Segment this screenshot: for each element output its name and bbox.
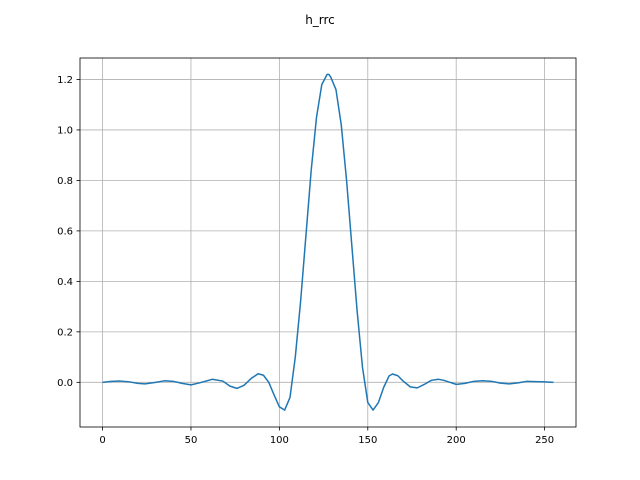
grid	[80, 58, 576, 427]
series-layer	[102, 73, 554, 411]
x-tick-label-2: 100	[270, 435, 289, 446]
x-tick-label-0: 0	[99, 435, 105, 446]
y-tick-label-3: 0.6	[57, 226, 73, 237]
x-tick-label-3: 150	[358, 435, 377, 446]
chart-title: h_rrc	[305, 13, 335, 27]
axes	[79, 57, 577, 428]
x-tick-label-5: 250	[535, 435, 554, 446]
ticks: 0 50 100 150 200 250 0.0 0.2 0.4 0.6 0.8 1.0 1.2	[57, 75, 554, 446]
x-tick-label-4: 200	[447, 435, 466, 446]
series-line-0	[102, 73, 554, 411]
y-tick-label-1: 0.2	[57, 327, 73, 338]
axes-frame	[79, 57, 577, 428]
y-tick-label-6: 1.2	[57, 75, 73, 86]
plot-area	[80, 58, 576, 427]
y-tick-label-5: 1.0	[57, 125, 73, 136]
y-tick-label-2: 0.4	[57, 277, 73, 288]
y-tick-label-0: 0.0	[57, 378, 73, 389]
y-tick-label-4: 0.8	[57, 176, 73, 187]
x-tick-label-1: 50	[185, 435, 198, 446]
